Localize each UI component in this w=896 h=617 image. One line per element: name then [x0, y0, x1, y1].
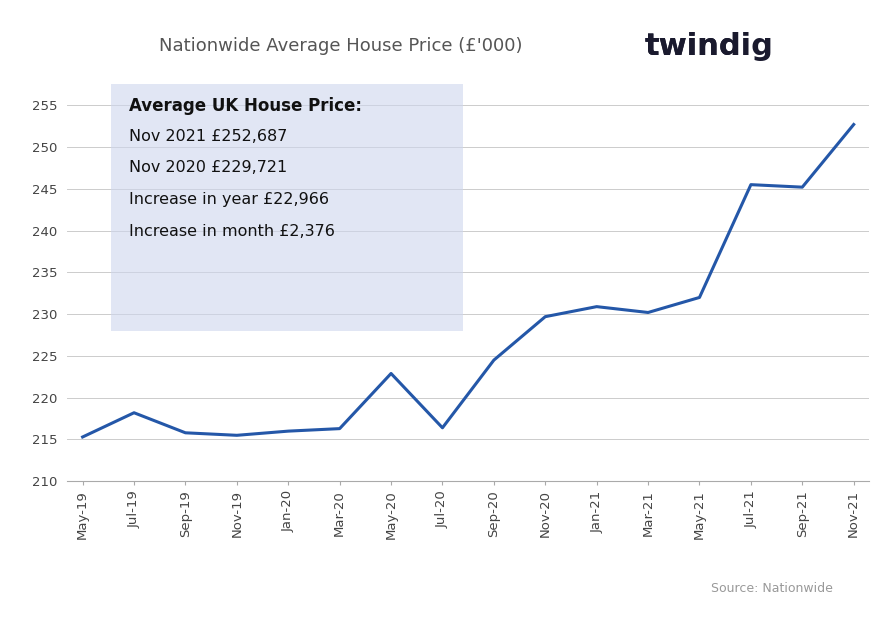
- Text: twind: twind: [645, 31, 742, 61]
- Text: Nov 2021 £252,687: Nov 2021 £252,687: [129, 129, 288, 144]
- FancyBboxPatch shape: [111, 85, 463, 331]
- Text: Source: Nationwide: Source: Nationwide: [711, 582, 833, 595]
- Text: Increase in year £22,966: Increase in year £22,966: [129, 192, 329, 207]
- Text: Nationwide Average House Price (£'000): Nationwide Average House Price (£'000): [159, 37, 522, 56]
- Text: Average UK House Price:: Average UK House Price:: [129, 97, 362, 115]
- Text: twindig: twindig: [645, 31, 774, 61]
- Text: Increase in month £2,376: Increase in month £2,376: [129, 224, 335, 239]
- Text: Nov 2020 £229,721: Nov 2020 £229,721: [129, 160, 287, 175]
